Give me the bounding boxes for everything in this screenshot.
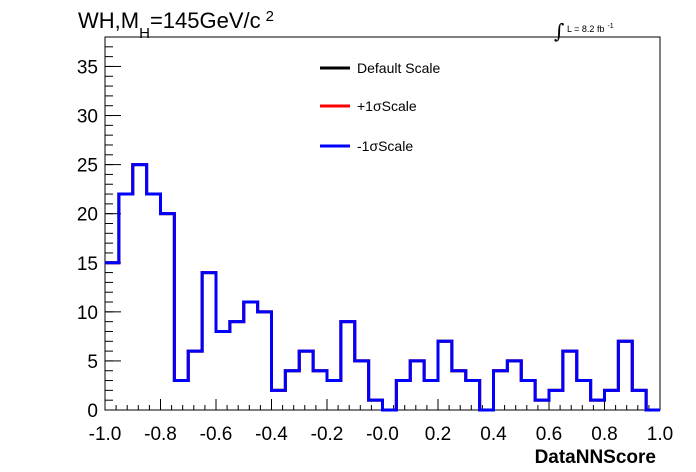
legend-label-default: Default Scale bbox=[357, 60, 440, 76]
y-tick-label: 10 bbox=[77, 303, 98, 324]
x-axis: -1.0 -0.8 -0.6 -0.4 -0.2 -0.0 0.2 0.4 0.6 0.8 1.0 bbox=[89, 399, 673, 445]
x-tick-label: -1.0 bbox=[89, 424, 122, 445]
y-tick-label: 30 bbox=[77, 107, 98, 128]
x-tick-label: -0.6 bbox=[200, 424, 233, 445]
y-tick-label: 5 bbox=[87, 352, 98, 373]
y-tick-label: 0 bbox=[87, 401, 98, 422]
x-tick-label: 0.8 bbox=[591, 424, 617, 445]
luminosity-text: L = 8.2 fb bbox=[567, 24, 604, 34]
integral-sign: ∫ bbox=[554, 19, 564, 43]
chart-title: WH,MH=145GeV/c 2 bbox=[78, 8, 274, 42]
x-tick-label: 0.6 bbox=[536, 424, 562, 445]
x-tick-label: 0.4 bbox=[480, 424, 507, 445]
chart-title-superscript: 2 bbox=[266, 8, 274, 25]
chart-title-rest: =145GeV/c bbox=[150, 8, 261, 33]
chart-title-main: WH,M bbox=[78, 8, 139, 33]
y-tick-label: 35 bbox=[77, 57, 98, 78]
legend-label-plus-sigma: +1σScale bbox=[357, 98, 417, 114]
y-tick-label: 25 bbox=[77, 156, 98, 177]
x-tick-label: -0.4 bbox=[255, 424, 288, 445]
x-tick-label: 1.0 bbox=[647, 424, 673, 445]
x-tick-label: 0.2 bbox=[425, 424, 451, 445]
y-tick-label: 20 bbox=[77, 205, 98, 226]
y-tick-label: 15 bbox=[77, 254, 98, 275]
x-tick-label: -0.0 bbox=[366, 424, 399, 445]
luminosity-superscript: -1 bbox=[607, 23, 613, 30]
legend: Default Scale +1σScale -1σScale bbox=[320, 60, 440, 154]
chart-title-subscript: H bbox=[139, 25, 150, 42]
x-tick-label: -0.2 bbox=[311, 424, 344, 445]
legend-label-minus-sigma: -1σScale bbox=[357, 138, 413, 154]
x-tick-label: -0.8 bbox=[144, 424, 177, 445]
x-axis-title: DataNNScore bbox=[535, 447, 656, 468]
series-line-2 bbox=[105, 163, 660, 412]
series-layer bbox=[105, 163, 660, 412]
luminosity-label: L = 8.2 fb -1 bbox=[567, 23, 614, 34]
y-axis: 0 5 10 15 20 25 30 35 bbox=[77, 36, 121, 422]
